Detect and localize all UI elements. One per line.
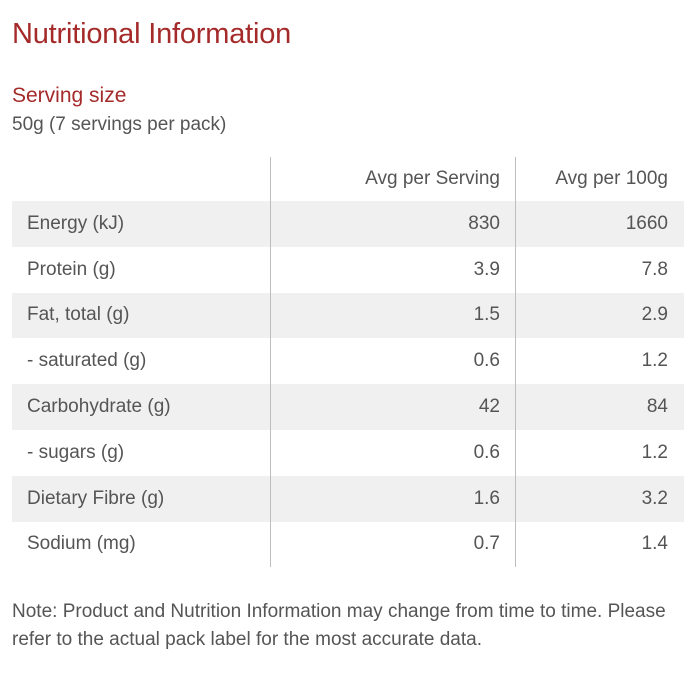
per-100g-value: 1.2 <box>515 338 684 385</box>
per-serving-value: 0.7 <box>270 521 516 568</box>
per-100g-value: 1.4 <box>515 521 684 568</box>
table-body: Energy (kJ) 830 1660 Protein (g) 3.9 7.8… <box>12 201 684 568</box>
nutrition-table: Avg per Serving Avg per 100g Energy (kJ)… <box>12 157 684 568</box>
table-row: Protein (g) 3.9 7.8 <box>12 246 684 293</box>
per-100g-value: 84 <box>515 384 684 430</box>
table-row: Dietary Fibre (g) 1.6 3.2 <box>12 475 684 522</box>
nutrient-name: Energy (kJ) <box>12 201 271 247</box>
per-serving-value: 0.6 <box>270 338 516 385</box>
nutrient-name: Dietary Fibre (g) <box>12 475 271 522</box>
per-serving-value: 0.6 <box>270 429 516 476</box>
table-row: Carbohydrate (g) 42 84 <box>12 384 684 430</box>
per-serving-value: 830 <box>270 201 516 247</box>
nutrient-name: Sodium (mg) <box>12 521 271 568</box>
header-nutrient <box>12 157 271 201</box>
per-100g-value: 3.2 <box>515 475 684 522</box>
per-serving-value: 1.5 <box>270 292 516 339</box>
per-100g-value: 2.9 <box>515 292 684 339</box>
per-serving-value: 42 <box>270 384 516 430</box>
header-avg-per-100g: Avg per 100g <box>515 157 684 201</box>
nutrient-name: - sugars (g) <box>12 429 271 476</box>
nutrient-name: Protein (g) <box>12 246 271 293</box>
table-row: Fat, total (g) 1.5 2.9 <box>12 292 684 339</box>
serving-size-value: 50g (7 servings per pack) <box>12 114 227 135</box>
per-serving-value: 3.9 <box>270 246 516 293</box>
table-row: Sodium (mg) 0.7 1.4 <box>12 521 684 568</box>
per-100g-value: 1.2 <box>515 429 684 476</box>
page-title: Nutritional Information <box>12 18 292 50</box>
table-header-row: Avg per Serving Avg per 100g <box>12 157 684 201</box>
table-row: - sugars (g) 0.6 1.2 <box>12 429 684 476</box>
per-serving-value: 1.6 <box>270 475 516 522</box>
per-100g-value: 1660 <box>515 201 684 247</box>
table-row: Energy (kJ) 830 1660 <box>12 201 684 247</box>
header-avg-per-serving: Avg per Serving <box>270 157 516 201</box>
serving-size-heading: Serving size <box>12 84 127 107</box>
nutrient-name: Fat, total (g) <box>12 292 271 339</box>
table-header: Avg per Serving Avg per 100g <box>12 157 684 201</box>
nutrient-name: Carbohydrate (g) <box>12 384 271 430</box>
nutrient-name: - saturated (g) <box>12 338 271 385</box>
table-row: - saturated (g) 0.6 1.2 <box>12 338 684 385</box>
disclaimer-note: Note: Product and Nutrition Information … <box>12 601 666 650</box>
per-100g-value: 7.8 <box>515 246 684 293</box>
